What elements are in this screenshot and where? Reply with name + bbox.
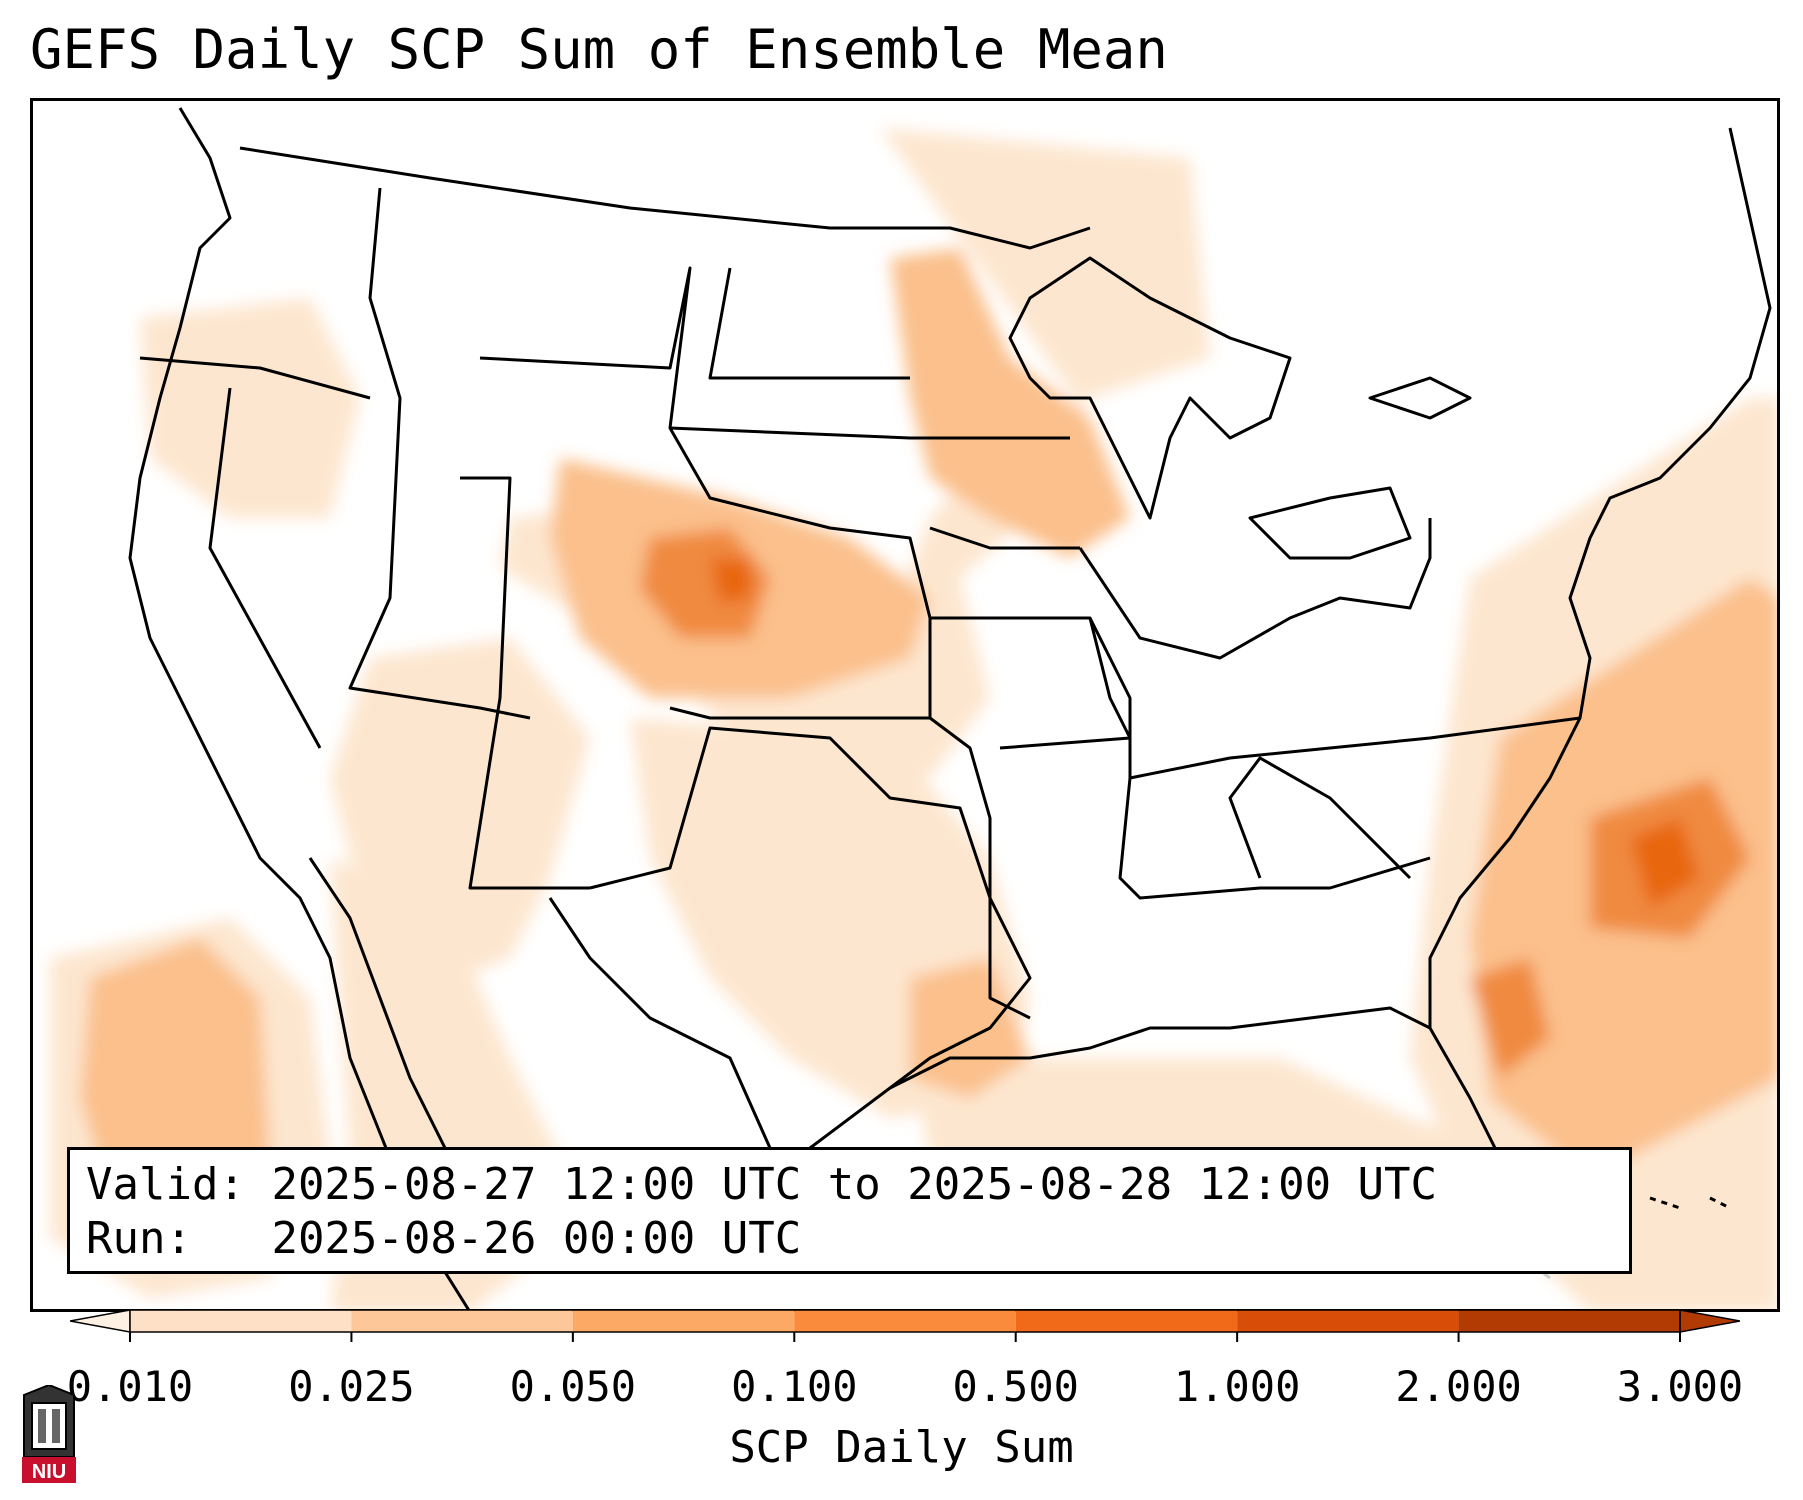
colorbar-tick-label: 2.000 (1395, 1362, 1522, 1411)
gulf-coast (889, 1006, 1532, 1199)
niu-logo-text: NIU (32, 1461, 66, 1483)
shade-max-colorado (710, 558, 752, 603)
run-label: Run: (86, 1213, 192, 1264)
niu-logo-icon: NIU (22, 1383, 76, 1483)
colorbar-tick-label: 0.050 (509, 1362, 637, 1411)
southern-lines (548, 726, 1032, 1220)
run-value: 2025-08-26 00:00 UTC (271, 1213, 802, 1264)
colorbar (70, 1310, 1740, 1342)
colorbar-segment (794, 1310, 1016, 1332)
valid-value: 2025-08-27 12:00 UTC to 2025-08-28 12:00… (271, 1159, 1438, 1210)
valid-row: Valid: 2025-08-27 12:00 UTC to 2025-08-2… (86, 1158, 1613, 1212)
shade-high-colorado (640, 528, 770, 638)
shade-northwest (140, 298, 360, 518)
eastern-lines (1078, 518, 1581, 900)
shade-high-florida (1470, 958, 1550, 1078)
colorbar-segment (130, 1310, 352, 1332)
state-boundaries (128, 107, 1772, 1312)
colorbar-tick-label: 3.000 (1616, 1362, 1744, 1411)
colorbar-segment (1458, 1310, 1680, 1332)
niu-logo: NIU (20, 1383, 78, 1485)
colorbar-tick-label: 0.100 (731, 1362, 858, 1411)
colorbar-tick-label: 0.025 (288, 1362, 415, 1411)
colorbar-segment (1237, 1310, 1459, 1332)
run-row: Run: 2025-08-26 00:00 UTC (86, 1212, 1613, 1266)
valid-run-box: Valid: 2025-08-27 12:00 UTC to 2025-08-2… (67, 1147, 1632, 1274)
coastline-west (128, 107, 472, 1312)
colorbar-segment (1015, 1310, 1238, 1332)
colorbar-tick-label: 0.500 (952, 1362, 1079, 1411)
interior-west-lines (139, 187, 932, 890)
colorbar-extend-high (1679, 1310, 1740, 1333)
valid-label: Valid: (86, 1159, 245, 1210)
great-lakes (1008, 256, 1472, 560)
chart-title: GEFS Daily SCP Sum of Ensemble Mean (30, 18, 1168, 81)
colorbar-extend-low (70, 1310, 131, 1333)
northern-border (239, 146, 1091, 250)
colorbar-tick-label: 1.000 (1173, 1362, 1301, 1411)
colorbar-tick-label: 0.010 (66, 1362, 194, 1411)
colorbar-segment (572, 1310, 795, 1332)
colorbar-frame (129, 1310, 1681, 1333)
colorbar-segment (351, 1310, 573, 1332)
scp-map (30, 98, 1780, 1312)
shade-max-atlantic (1630, 818, 1700, 908)
shade-mid-great-lakes (890, 248, 1130, 558)
central-lines (910, 436, 1132, 1020)
east-coast (1428, 127, 1772, 1028)
colorbar-label: SCP Daily Sum (729, 1422, 1074, 1473)
